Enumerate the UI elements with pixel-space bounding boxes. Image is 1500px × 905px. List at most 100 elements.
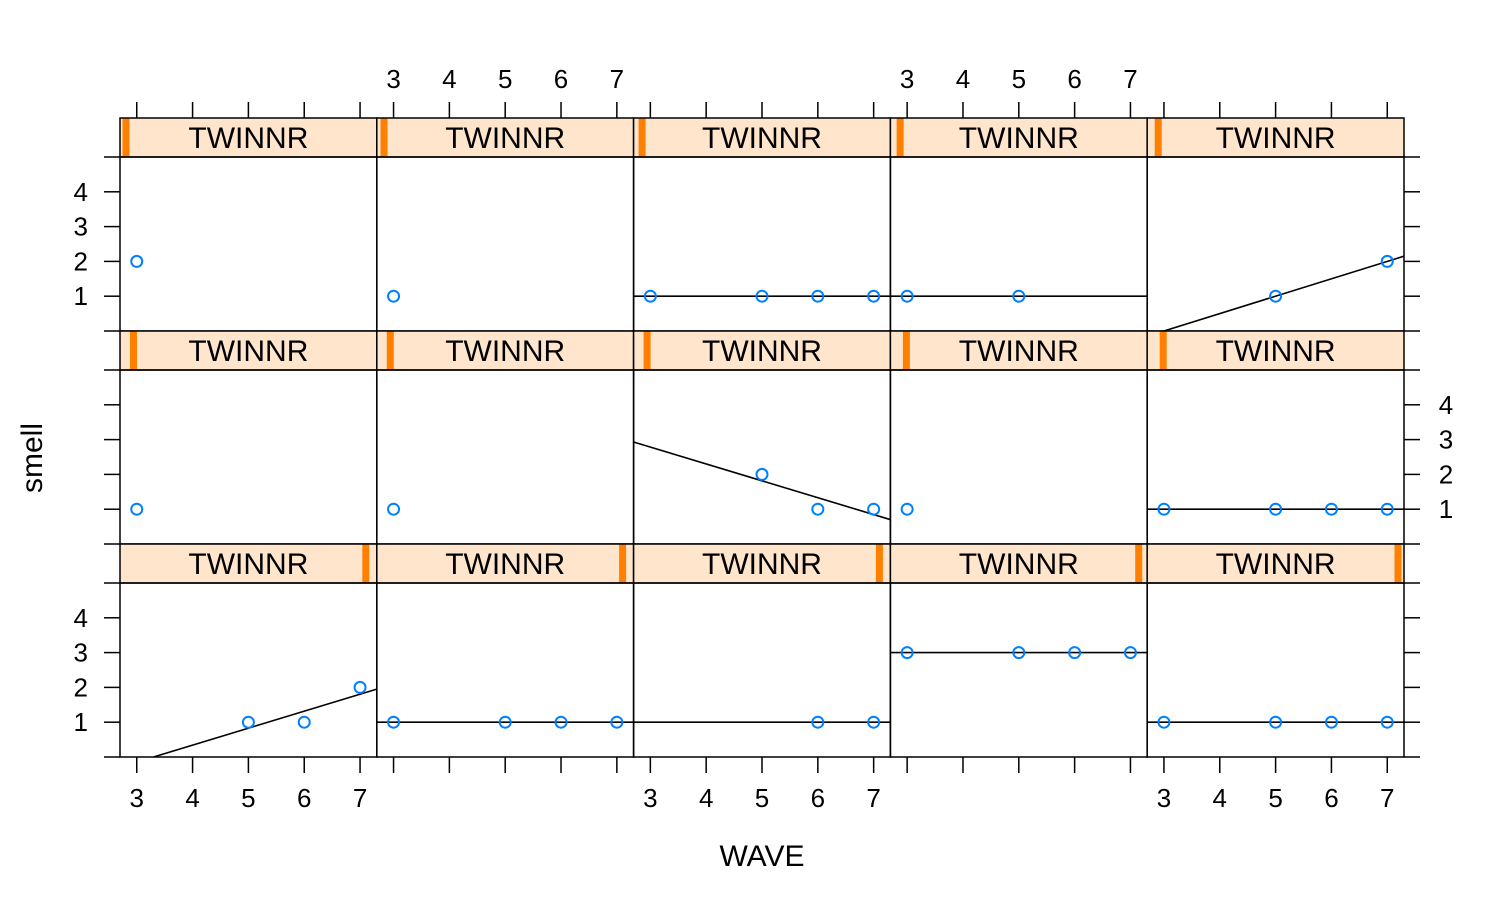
data-point: [1068, 646, 1082, 660]
data-point: [811, 502, 825, 516]
x-axis-title: WAVE: [719, 840, 804, 873]
strip-background: [120, 118, 377, 157]
panel-data: [633, 441, 891, 521]
panel-border: [119, 369, 378, 545]
data-point: [867, 502, 881, 516]
y-tick-label-left: 3: [74, 638, 88, 668]
data-point: [130, 502, 144, 516]
panel-border: [119, 156, 378, 332]
strip-label: TWINNR: [188, 548, 308, 581]
strip-level-marker: [380, 118, 388, 157]
panel-r3-c5: TWINNR: [1146, 543, 1405, 758]
data-point: [1269, 502, 1283, 516]
strip-label: TWINNR: [702, 548, 822, 581]
strip-background: [890, 118, 1148, 157]
panel-border: [119, 582, 378, 758]
panel-r1-c3: TWINNR: [632, 117, 892, 332]
data-point: [1012, 289, 1026, 303]
y-tick-label-left: 4: [74, 603, 88, 633]
strip-label: TWINNR: [445, 122, 565, 155]
panel-data: [387, 289, 401, 303]
x-tick-label-bottom: 7: [1380, 783, 1394, 813]
panel-data: [633, 289, 891, 303]
data-point: [1380, 254, 1394, 268]
x-tick-label-top: 7: [610, 64, 624, 94]
strip-background: [1147, 118, 1404, 157]
axes-group: 3 4 5 6 7 3 4 5 6 7 3 4 5 6 7 3 4 5 6 7 3 4 5 6 7 1 2 3 4 1 2 3 4 1 2 3 4: [74, 64, 1454, 813]
strip-level-marker: [386, 331, 394, 370]
panel-r3-c3: TWINNR: [632, 543, 892, 758]
data-point: [1324, 715, 1338, 729]
panel-data: [1163, 254, 1404, 331]
panel-r1-c1: TWINNR: [119, 117, 378, 332]
x-tick-label-bottom: 7: [353, 783, 367, 813]
data-point: [387, 502, 401, 516]
y-tick-label-left: 3: [74, 212, 88, 242]
data-point: [1157, 715, 1171, 729]
data-point: [755, 467, 769, 481]
x-tick-label-top: 3: [900, 64, 914, 94]
strip-background: [633, 118, 891, 157]
y-tick-label-left: 2: [74, 672, 88, 702]
strip-background: [376, 544, 634, 583]
y-tick-label-left: 4: [74, 177, 88, 207]
panel-r3-c1: TWINNR: [119, 543, 378, 758]
x-tick-label-bottom: 6: [811, 783, 825, 813]
strip-background: [890, 544, 1148, 583]
data-point: [1012, 646, 1026, 660]
strip-background: [633, 331, 891, 370]
x-tick-label-top: 4: [956, 64, 970, 94]
panel-data: [130, 502, 144, 516]
data-point: [1157, 502, 1171, 516]
strip-label: TWINNR: [445, 335, 565, 368]
strip-level-marker: [643, 331, 651, 370]
regression-line: [153, 688, 377, 757]
data-point: [755, 289, 769, 303]
x-tick-label-bottom: 5: [241, 783, 255, 813]
panel-border: [889, 156, 1148, 332]
panel-data: [633, 715, 891, 729]
strip-level-marker: [875, 544, 883, 583]
panels-group: TWINNR TWINNR TWINNR TWINNR TWINNR TWINNR TWIN…: [119, 117, 1405, 758]
strip-level-marker: [1394, 544, 1402, 583]
panel-r3-c4: TWINNR: [889, 543, 1148, 758]
strip-label: TWINNR: [702, 335, 822, 368]
panel-border: [632, 582, 892, 758]
x-tick-label-bottom: 6: [297, 783, 311, 813]
strip-background: [890, 331, 1148, 370]
strip-level-marker: [902, 331, 910, 370]
data-point: [554, 715, 568, 729]
data-point: [867, 289, 881, 303]
panel-r1-c2: TWINNR: [376, 117, 635, 332]
y-tick-label-right: 1: [1439, 494, 1453, 524]
panel-border: [632, 156, 892, 332]
x-tick-label-top: 6: [1067, 64, 1081, 94]
strip-level-marker: [362, 544, 370, 583]
x-tick-label-bottom: 5: [1268, 783, 1282, 813]
strip-background: [633, 544, 891, 583]
strip-label: TWINNR: [1216, 122, 1336, 155]
x-tick-label-bottom: 4: [1213, 783, 1227, 813]
x-tick-label-bottom: 3: [1157, 783, 1171, 813]
data-point: [387, 715, 401, 729]
data-point: [610, 715, 624, 729]
strip-label: TWINNR: [188, 335, 308, 368]
strip-level-marker: [619, 544, 627, 583]
x-tick-label-top: 5: [1012, 64, 1026, 94]
y-tick-label-right: 3: [1439, 425, 1453, 455]
panel-border: [1146, 156, 1405, 332]
panel-r2-c4: TWINNR: [889, 330, 1148, 545]
data-point: [1380, 502, 1394, 516]
panel-r1-c5: TWINNR: [1146, 117, 1405, 332]
strip-background: [376, 331, 634, 370]
data-point: [1123, 646, 1137, 660]
data-point: [1324, 502, 1338, 516]
strip-background: [1147, 544, 1404, 583]
strip-background: [1147, 331, 1404, 370]
data-point: [353, 680, 367, 694]
panel-border: [376, 369, 635, 545]
panel-data: [1147, 502, 1404, 516]
strip-level-marker: [129, 331, 137, 370]
panel-r2-c2: TWINNR: [376, 330, 635, 545]
